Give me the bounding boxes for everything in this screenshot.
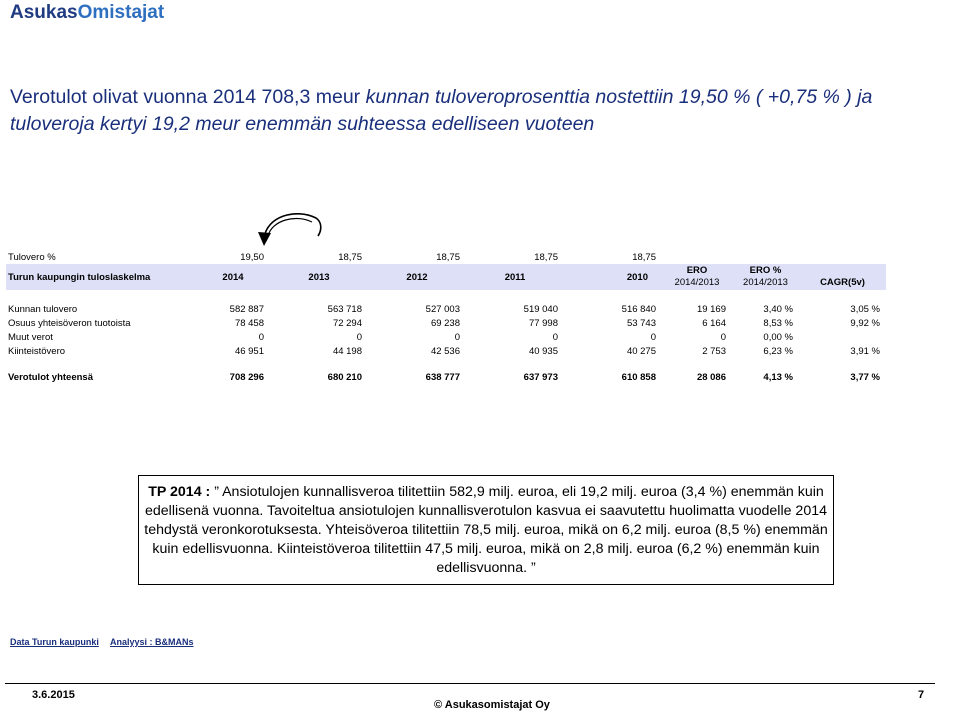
value-cell: 0 xyxy=(258,331,264,343)
footer-date: 3.6.2015 xyxy=(32,689,75,701)
value-cell: 0 xyxy=(454,331,460,343)
total-value-cell: 637 973 xyxy=(523,371,558,383)
note-lead: TP 2014 : xyxy=(148,484,211,500)
total-value-cell: 680 210 xyxy=(327,371,362,383)
value-cell: 516 840 xyxy=(621,303,656,315)
total-value-cell: 708 296 xyxy=(229,371,264,383)
data-source-label: Data Turun kaupunki xyxy=(10,637,99,647)
tax-rate-cell: 18,75 xyxy=(436,251,460,263)
value-cell: 582 887 xyxy=(229,303,264,315)
income-statement-table: Tulovero % 19,50 18,75 18,75 18,75 18,75… xyxy=(6,250,886,384)
ero-pct-cell: 8,53 % xyxy=(763,317,793,329)
cagr-cell xyxy=(799,330,886,344)
analysis-source-label: Analyysi : B&MANs xyxy=(110,637,194,647)
brand-part-1: Asukas xyxy=(10,2,78,23)
year-header: 2010 xyxy=(564,264,662,290)
ero-cell: 19 169 xyxy=(696,303,726,315)
value-cell: 77 998 xyxy=(528,317,558,329)
year-header: 2012 xyxy=(368,264,466,290)
value-cell: 44 198 xyxy=(332,345,362,357)
ero-pct-cell: 3,40 % xyxy=(763,303,793,315)
value-cell: 69 238 xyxy=(430,317,460,329)
headline-plain: Verotulot olivat vuonna 2014 708,3 meur xyxy=(10,86,366,108)
tax-rate-cell: 19,50 xyxy=(240,251,264,263)
tax-rate-label: Tulovero % xyxy=(8,251,56,263)
cagr-cell: 9,92 % xyxy=(850,317,880,329)
brand-logo: AsukasOmistajat xyxy=(10,2,164,24)
tax-rate-cell: 18,75 xyxy=(632,251,656,263)
cagr-cell: 3,05 % xyxy=(850,303,880,315)
ero-pct-sub: 2014/2013 xyxy=(743,277,788,288)
row-label: Kiinteistövero xyxy=(8,345,66,357)
value-cell: 40 275 xyxy=(626,345,656,357)
value-cell: 72 294 xyxy=(332,317,362,329)
ero-title: ERO xyxy=(686,265,708,276)
ero-header: ERO 2014/2013 xyxy=(662,264,732,290)
table-header-label: Turun kaupungin tuloslaskelma xyxy=(6,264,196,290)
table-row: Kiinteistövero 46 951 44 198 42 536 40 9… xyxy=(6,344,886,358)
tax-rate-row: Tulovero % 19,50 18,75 18,75 18,75 18,75 xyxy=(6,250,886,264)
value-cell: 519 040 xyxy=(523,303,558,315)
brand-part-2: Omistajat xyxy=(77,2,165,23)
value-cell: 0 xyxy=(650,331,656,343)
headline-italic: kunnan tuloveroprosenttia nostettiin 19,… xyxy=(10,86,873,135)
table-row: Osuus yhteisöveron tuotoista 78 458 72 2… xyxy=(6,316,886,330)
year-header: 2013 xyxy=(270,264,368,290)
ero-cell: 6 164 xyxy=(702,317,726,329)
ero-pct-title: ERO % xyxy=(749,265,782,276)
value-cell: 0 xyxy=(356,331,362,343)
cagr-header: CAGR(5v) xyxy=(799,264,886,290)
value-cell: 40 935 xyxy=(528,345,558,357)
footer-divider xyxy=(5,683,935,684)
total-ero-pct-cell: 4,13 % xyxy=(763,371,793,383)
value-cell: 563 718 xyxy=(327,303,362,315)
total-value-cell: 610 858 xyxy=(621,371,656,383)
tax-rate-cell: 18,75 xyxy=(338,251,362,263)
value-cell: 78 458 xyxy=(234,317,264,329)
table-row: Muut verot 0 0 0 0 0 0 0,00 % xyxy=(6,330,886,344)
value-cell: 46 951 xyxy=(234,345,264,357)
table-header-row: Turun kaupungin tuloslaskelma 2014 2013 … xyxy=(6,264,886,290)
row-label: Muut verot xyxy=(8,331,53,343)
value-cell: 0 xyxy=(552,331,558,343)
ero-pct-cell: 0,00 % xyxy=(763,331,793,343)
total-value-cell: 638 777 xyxy=(425,371,460,383)
total-ero-cell: 28 086 xyxy=(696,371,726,383)
value-cell: 527 003 xyxy=(425,303,460,315)
note-text: ” Ansiotulojen kunnallisveroa tilitettii… xyxy=(144,484,828,576)
table-row: Kunnan tulovero 582 887 563 718 527 003 … xyxy=(6,302,886,316)
curved-arrow-icon xyxy=(258,213,322,246)
ero-sub: 2014/2013 xyxy=(674,277,720,288)
ero-cell: 0 xyxy=(720,331,726,343)
total-label: Verotulot yhteensä xyxy=(8,371,93,383)
year-header: 2014 xyxy=(196,264,270,290)
tax-rate-cell: 18,75 xyxy=(534,251,558,263)
value-cell: 53 743 xyxy=(626,317,656,329)
year-header: 2011 xyxy=(466,264,564,290)
row-label: Kunnan tulovero xyxy=(8,303,78,315)
ero-pct-cell: 6,23 % xyxy=(763,345,793,357)
page-number: 7 xyxy=(918,689,925,701)
total-row: Verotulot yhteensä 708 296 680 210 638 7… xyxy=(6,370,886,384)
ero-pct-header: ERO % 2014/2013 xyxy=(732,264,799,290)
value-cell: 42 536 xyxy=(430,345,460,357)
footer-copyright: © Asukasomistajat Oy xyxy=(434,699,550,711)
ero-cell: 2 753 xyxy=(702,345,726,357)
row-label: Osuus yhteisöveron tuotoista xyxy=(8,317,131,329)
cagr-cell: 3,91 % xyxy=(850,345,880,357)
financial-statement-note: TP 2014 : ” Ansiotulojen kunnallisveroa … xyxy=(138,475,834,585)
page-headline: Verotulot olivat vuonna 2014 708,3 meur … xyxy=(10,84,955,138)
total-cagr-cell: 3,77 % xyxy=(850,371,880,383)
